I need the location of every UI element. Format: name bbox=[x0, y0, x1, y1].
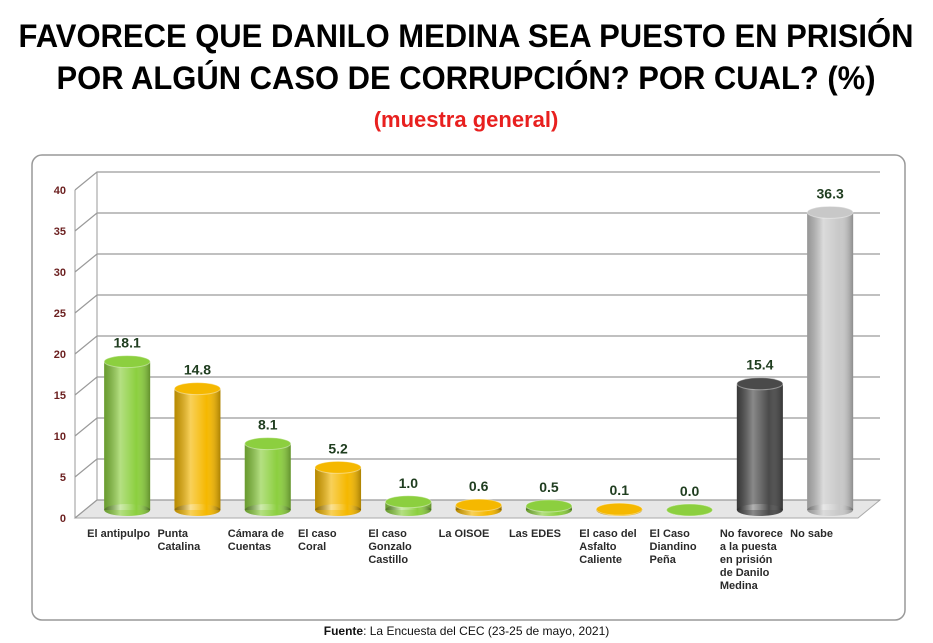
grid-line bbox=[74, 253, 880, 273]
bar-shade bbox=[807, 504, 854, 516]
chart-title: POR ALGÚN CASO DE CORRUPCIÓN? POR CUAL? … bbox=[57, 60, 876, 96]
x-tick-label: El Caso Diandino Peña bbox=[649, 528, 697, 566]
y-tick-label: 5 bbox=[60, 472, 66, 484]
chart-title: FAVORECE QUE DANILO MEDINA SEA PUESTO EN… bbox=[19, 18, 914, 54]
source-text: : La Encuesta del CEC (23-25 de mayo, 20… bbox=[363, 624, 610, 638]
cylinder-top bbox=[736, 377, 784, 391]
bar-shade bbox=[736, 504, 783, 516]
x-tick-label: La OISOE bbox=[438, 528, 490, 540]
bar-shade bbox=[385, 504, 432, 516]
bar-shade bbox=[315, 504, 362, 516]
bar-shade bbox=[315, 467, 362, 510]
cylinder-top bbox=[595, 502, 643, 516]
cylinder-top bbox=[173, 382, 221, 396]
value-label: 0.6 bbox=[469, 478, 489, 494]
cylinder-top bbox=[314, 460, 362, 474]
bar-shade bbox=[174, 504, 221, 516]
value-label: 15.4 bbox=[746, 357, 773, 373]
bar-shade bbox=[104, 504, 151, 516]
grid-line bbox=[74, 171, 880, 191]
cylinder-top bbox=[666, 503, 714, 517]
cylinder-top bbox=[806, 205, 854, 219]
value-label: 8.1 bbox=[258, 417, 278, 433]
value-label: 0.5 bbox=[539, 479, 559, 495]
value-label: 36.3 bbox=[817, 185, 844, 201]
x-tick-label: El caso Gonzalo Castillo bbox=[368, 528, 412, 566]
grid-line bbox=[74, 417, 880, 437]
x-tick-label: El antipulpo bbox=[87, 528, 151, 540]
grid-line bbox=[74, 294, 880, 314]
y-tick-label: 30 bbox=[54, 267, 66, 279]
x-tick-label: El caso del Asfalto Caliente bbox=[579, 528, 637, 566]
value-label: 1.0 bbox=[399, 475, 419, 491]
x-tick-label: No favorece a la puesta en prisión de Da… bbox=[719, 528, 783, 592]
x-tick-label: Las EDES bbox=[508, 528, 561, 540]
chart-subtitle: (muestra general) bbox=[374, 107, 559, 132]
x-tick-label: Cámara de Cuentas bbox=[227, 528, 285, 553]
chart-frame bbox=[31, 154, 906, 621]
grid-line bbox=[74, 212, 880, 232]
cylinder-top bbox=[455, 498, 503, 512]
y-tick-label: 10 bbox=[54, 431, 66, 443]
x-tick-label: El caso Coral bbox=[298, 528, 337, 553]
source: Fuente: La Encuesta del CEC (23-25 de ma… bbox=[0, 624, 933, 638]
y-tick-label: 0 bbox=[60, 513, 66, 525]
value-label: 18.1 bbox=[114, 335, 141, 351]
bar-shade bbox=[807, 212, 854, 510]
bar-shade bbox=[174, 388, 221, 510]
y-tick-label: 35 bbox=[54, 226, 66, 238]
y-tick-label: 40 bbox=[54, 185, 66, 197]
cylinder-top bbox=[525, 499, 573, 513]
x-tick-label: No sabe bbox=[790, 528, 833, 540]
source-label: Fuente bbox=[323, 624, 364, 638]
bar-shade bbox=[104, 361, 151, 510]
value-label: 0.0 bbox=[680, 483, 700, 499]
grid-line bbox=[74, 376, 880, 396]
grid-line bbox=[74, 499, 880, 519]
bar-shade bbox=[244, 504, 291, 516]
grid-line bbox=[74, 458, 880, 478]
cylinder-top bbox=[244, 437, 292, 451]
cylinder-top bbox=[103, 355, 151, 369]
y-tick-label: 15 bbox=[54, 390, 66, 402]
bar-shade bbox=[244, 443, 291, 510]
x-tick-label: Punta Catalina bbox=[157, 528, 201, 553]
value-label: 0.1 bbox=[610, 482, 630, 498]
bar-shade bbox=[736, 383, 783, 510]
y-tick-label: 20 bbox=[54, 349, 66, 361]
y-tick-label: 25 bbox=[54, 308, 66, 320]
value-label: 14.8 bbox=[184, 362, 211, 378]
cylinder-top bbox=[384, 495, 432, 509]
grid-line bbox=[74, 335, 880, 355]
value-label: 5.2 bbox=[328, 440, 348, 456]
